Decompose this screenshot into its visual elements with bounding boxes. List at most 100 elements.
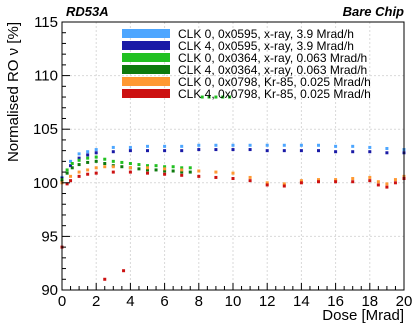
data-point: [103, 157, 107, 161]
legend-swatch: [122, 53, 170, 62]
data-point: [154, 164, 158, 168]
data-point: [180, 173, 184, 177]
data-point: [221, 95, 225, 99]
data-point: [197, 148, 201, 152]
data-point: [103, 162, 107, 166]
data-point: [393, 178, 397, 182]
data-point: [171, 165, 175, 169]
series-0: [60, 143, 406, 179]
chart-title-left: RD53A: [66, 4, 109, 19]
data-point: [265, 143, 269, 147]
data-point: [86, 172, 90, 176]
data-point: [128, 149, 132, 153]
data-point: [77, 158, 81, 162]
data-point: [299, 143, 303, 147]
data-point: [248, 179, 252, 183]
data-point: [163, 165, 167, 169]
x-tick-label: 8: [195, 293, 203, 310]
data-point: [180, 149, 184, 153]
data-point: [200, 95, 204, 99]
data-point: [317, 180, 320, 184]
data-point: [77, 156, 81, 160]
data-point: [137, 163, 141, 167]
data-point: [120, 165, 124, 169]
data-point: [334, 150, 338, 154]
data-point: [146, 164, 149, 168]
data-point: [146, 149, 149, 153]
data-point: [111, 159, 115, 163]
data-point: [207, 95, 211, 99]
data-point: [77, 163, 81, 167]
data-point: [231, 177, 235, 181]
data-layer: [60, 95, 406, 281]
data-point: [128, 145, 132, 149]
data-point: [94, 151, 98, 155]
data-point: [163, 149, 167, 153]
legend-label: CLK 0, 0x0364, x-ray, 0.063 Mrad/h: [178, 51, 367, 65]
data-point: [351, 177, 355, 181]
data-point: [103, 277, 107, 281]
data-point: [122, 269, 126, 273]
x-tick-label: 6: [160, 293, 168, 310]
data-point: [282, 182, 286, 186]
legend-swatch: [122, 77, 170, 86]
series-2: [60, 95, 232, 182]
data-point: [163, 144, 167, 148]
data-point: [86, 156, 90, 160]
data-point: [188, 170, 192, 174]
data-point: [65, 182, 69, 186]
legend-label: CLK 4, 0x0798, Kr-85, 0.025 Mrad/h: [178, 87, 371, 101]
x-tick-label: 20: [396, 293, 413, 310]
y-axis-title: Normalised RO ν [%]: [5, 22, 22, 162]
x-tick-label: 16: [327, 293, 344, 310]
data-point: [214, 95, 218, 99]
data-point: [231, 171, 235, 175]
data-point: [94, 159, 98, 163]
data-point: [231, 143, 235, 147]
data-point: [70, 162, 74, 166]
y-tick-label: 95: [41, 228, 58, 245]
data-point: [334, 180, 338, 184]
data-point: [188, 166, 192, 170]
data-point: [334, 144, 338, 148]
series-4: [60, 165, 406, 186]
data-point: [65, 171, 69, 175]
data-point: [368, 175, 372, 179]
legend-swatch: [122, 29, 170, 38]
data-point: [368, 145, 372, 149]
data-point: [128, 162, 132, 166]
data-point: [231, 148, 235, 152]
data-point: [299, 149, 303, 153]
data-point: [368, 179, 372, 183]
data-point: [111, 150, 115, 154]
data-point: [197, 174, 201, 178]
data-point: [111, 165, 115, 169]
x-tick-label: 12: [259, 293, 276, 310]
y-tick-label: 115: [34, 14, 58, 31]
data-point: [214, 175, 218, 179]
data-point: [120, 160, 124, 164]
legend-label: CLK 4, 0x0595, x-ray, 3.9 Mrad/h: [178, 39, 354, 53]
data-point: [65, 168, 69, 172]
data-point: [128, 170, 132, 174]
data-point: [103, 165, 107, 169]
data-point: [77, 152, 81, 156]
chart-title-right: Bare Chip: [343, 4, 404, 19]
x-axis-title: Dose [Mrad]: [322, 307, 404, 324]
data-point: [69, 179, 73, 183]
data-point: [94, 171, 98, 175]
data-point: [69, 159, 73, 163]
legend-label: CLK 4, 0x0364, x-ray, 0.063 Mrad/h: [178, 63, 367, 77]
y-tick-label: 105: [33, 121, 58, 138]
data-point: [376, 180, 380, 184]
y-tick-label: 110: [34, 68, 58, 85]
data-point: [146, 168, 149, 172]
data-point: [214, 143, 218, 147]
data-point: [197, 143, 201, 147]
y-tick-label: 100: [33, 175, 58, 192]
data-point: [299, 181, 303, 185]
data-point: [77, 174, 81, 178]
data-point: [163, 167, 167, 171]
